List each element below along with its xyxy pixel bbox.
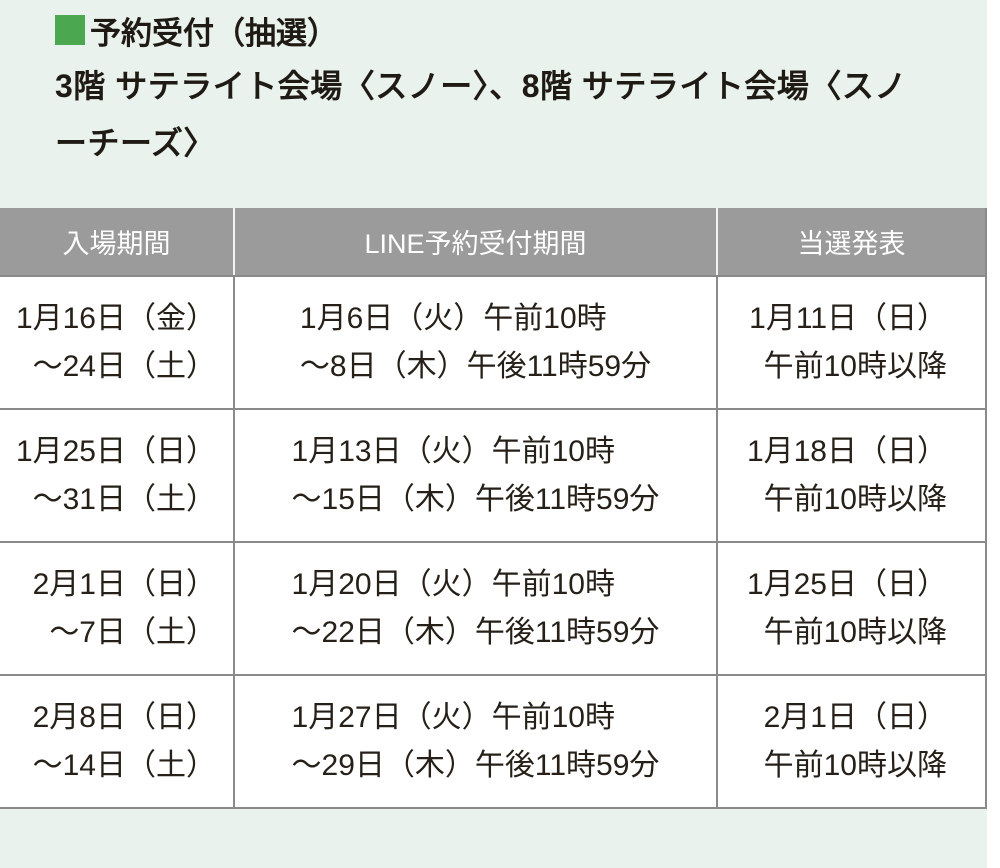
table-row: 2月1日（日） ～7日（土） 1月20日（火）午前10時 ～22日（木）午後11… — [0, 541, 985, 674]
venue-subtitle: 3階 サテライト会場〈スノー〉、8階 サテライト会場〈スノ ーチーズ〉 — [55, 58, 955, 172]
reservation-schedule-table: 入場期間 LINE予約受付期間 当選発表 1月16日（金） ～24日（土） 1月… — [0, 208, 987, 809]
cell-line: 2月1日（日） — [32, 567, 216, 601]
cell-line: 2月1日（日） — [763, 700, 947, 734]
venue-subtitle-line: ーチーズ〉 — [55, 125, 216, 161]
cell-line: 1月20日（火）午前10時 — [291, 567, 615, 601]
entry-period-cell: 1月16日（金） ～24日（土） — [0, 277, 233, 408]
cell-line: ～29日（木）午後11時59分 — [291, 748, 660, 782]
cell-lines: 1月13日（火）午前10時 ～15日（木）午後11時59分 — [292, 428, 660, 524]
column-header-winner-announcement: 当選発表 — [716, 208, 985, 275]
cell-line: 1月16日（金） — [15, 301, 216, 335]
section-heading: 予約受付（抽選） 3階 サテライト会場〈スノー〉、8階 サテライト会場〈スノ ー… — [55, 11, 955, 172]
reservation-period-cell: 1月6日（火）午前10時 ～8日（木）午後11時59分 — [233, 277, 716, 408]
cell-line: ～22日（木）午後11時59分 — [291, 615, 660, 649]
table-row: 2月8日（日） ～14日（土） 1月27日（火）午前10時 ～29日（木）午後1… — [0, 674, 985, 807]
cell-lines: 1月27日（火）午前10時 ～29日（木）午後11時59分 — [292, 694, 660, 790]
cell-line: 1月18日（日） — [746, 434, 947, 468]
cell-line: ～14日（土） — [32, 748, 216, 782]
cell-line: ～31日（土） — [32, 482, 216, 516]
entry-period-cell: 1月25日（日） ～31日（土） — [0, 410, 233, 541]
cell-line: 1月6日（火）午前10時 — [299, 301, 607, 335]
section-title-row: 予約受付（抽選） — [55, 11, 955, 51]
column-header-line-reservation-period: LINE予約受付期間 — [233, 208, 716, 275]
table-header-row: 入場期間 LINE予約受付期間 当選発表 — [0, 208, 985, 275]
cell-line: ～7日（土） — [49, 615, 216, 649]
announcement-cell: 2月1日（日） 午前10時以降 — [716, 676, 985, 807]
column-header-entry-period: 入場期間 — [62, 229, 171, 259]
cell-line: ～24日（土） — [32, 349, 216, 383]
cell-line: 午前10時以降 — [763, 748, 947, 782]
cell-line: 1月25日（日） — [15, 434, 216, 468]
reservation-period-cell: 1月27日（火）午前10時 ～29日（木）午後11時59分 — [233, 676, 716, 807]
announcement-cell: 1月11日（日） 午前10時以降 — [716, 277, 985, 408]
announcement-cell: 1月18日（日） 午前10時以降 — [716, 410, 985, 541]
cell-line: 午前10時以降 — [763, 615, 947, 649]
entry-period-cell: 2月1日（日） ～7日（土） — [0, 543, 233, 674]
cell-line: 1月11日（日） — [749, 301, 947, 335]
cell-line: 午前10時以降 — [763, 349, 947, 383]
venue-subtitle-line: 3階 サテライト会場〈スノー〉、8階 サテライト会場〈スノ — [55, 68, 907, 104]
table-row: 1月25日（日） ～31日（土） 1月13日（火）午前10時 ～15日（木）午後… — [0, 408, 985, 541]
green-square-bullet-icon — [55, 15, 85, 45]
reservation-period-cell: 1月13日（火）午前10時 ～15日（木）午後11時59分 — [233, 410, 716, 541]
section-title: 予約受付（抽選） — [90, 15, 338, 51]
reservation-period-cell: 1月20日（火）午前10時 ～22日（木）午後11時59分 — [233, 543, 716, 674]
cell-lines: 1月6日（火）午前10時 ～8日（木）午後11時59分 — [300, 295, 651, 391]
cell-line: 1月27日（火）午前10時 — [291, 700, 615, 734]
entry-period-cell: 2月8日（日） ～14日（土） — [0, 676, 233, 807]
table-row: 1月16日（金） ～24日（土） 1月6日（火）午前10時 ～8日（木）午後11… — [0, 275, 985, 408]
cell-line: ～8日（木）午後11時59分 — [299, 349, 652, 383]
cell-lines: 1月20日（火）午前10時 ～22日（木）午後11時59分 — [292, 561, 660, 657]
cell-line: ～15日（木）午後11時59分 — [291, 482, 660, 516]
cell-line: 1月13日（火）午前10時 — [291, 434, 615, 468]
cell-line: 2月8日（日） — [32, 700, 216, 734]
cell-line: 1月25日（日） — [746, 567, 947, 601]
announcement-cell: 1月25日（日） 午前10時以降 — [716, 543, 985, 674]
cell-line: 午前10時以降 — [763, 482, 947, 516]
